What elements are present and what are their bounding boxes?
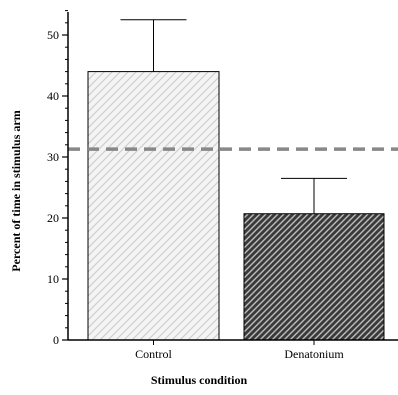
bar-control <box>87 71 220 341</box>
y-axis-title: Percent of time in stimulus arm <box>9 110 23 271</box>
y-tick-label-30: 30 <box>47 150 59 164</box>
x-tick-label-control: Control <box>135 347 172 361</box>
y-tick-label-50: 50 <box>47 28 59 42</box>
y-tick-label-0: 0 <box>53 333 59 347</box>
error-bars-layer <box>120 19 347 214</box>
y-tick-label-10: 10 <box>47 272 59 286</box>
bars-layer <box>87 71 385 341</box>
y-tick-label-40: 40 <box>47 89 59 103</box>
x-axis-title: Stimulus condition <box>151 373 248 387</box>
bar-denatonium <box>243 213 385 341</box>
labels-layer: Percent of time in stimulus arm Stimulus… <box>9 28 344 387</box>
x-tick-label-denatonium: Denatonium <box>284 347 344 361</box>
y-tick-label-20: 20 <box>47 211 59 225</box>
axes-layer <box>62 10 398 345</box>
